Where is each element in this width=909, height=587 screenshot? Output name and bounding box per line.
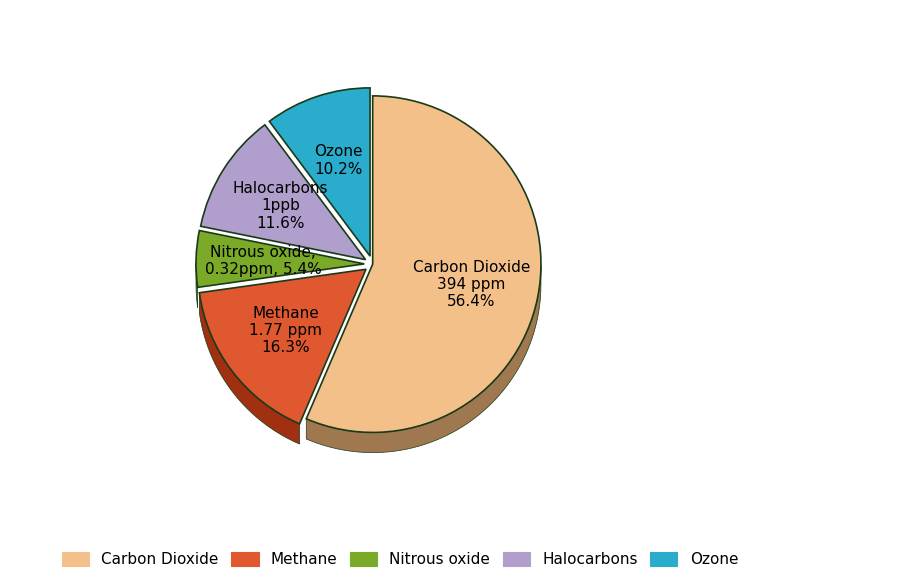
Wedge shape xyxy=(199,269,366,424)
Polygon shape xyxy=(306,265,541,453)
Wedge shape xyxy=(269,88,370,256)
Wedge shape xyxy=(196,231,365,288)
Text: Ozone
10.2%: Ozone 10.2% xyxy=(314,144,363,177)
Polygon shape xyxy=(199,293,300,444)
Wedge shape xyxy=(306,96,541,433)
Legend: Carbon Dioxide, Methane, Nitrous oxide, Halocarbons, Ozone: Carbon Dioxide, Methane, Nitrous oxide, … xyxy=(55,546,744,573)
Text: Carbon Dioxide
394 ppm
56.4%: Carbon Dioxide 394 ppm 56.4% xyxy=(413,259,530,309)
Text: Nitrous oxide,
0.32ppm, 5.4%: Nitrous oxide, 0.32ppm, 5.4% xyxy=(205,245,322,277)
Wedge shape xyxy=(201,125,365,259)
Polygon shape xyxy=(196,262,197,308)
Text: Methane
1.77 ppm
16.3%: Methane 1.77 ppm 16.3% xyxy=(249,306,323,356)
Text: Halocarbons
1ppb
11.6%: Halocarbons 1ppb 11.6% xyxy=(233,181,328,231)
